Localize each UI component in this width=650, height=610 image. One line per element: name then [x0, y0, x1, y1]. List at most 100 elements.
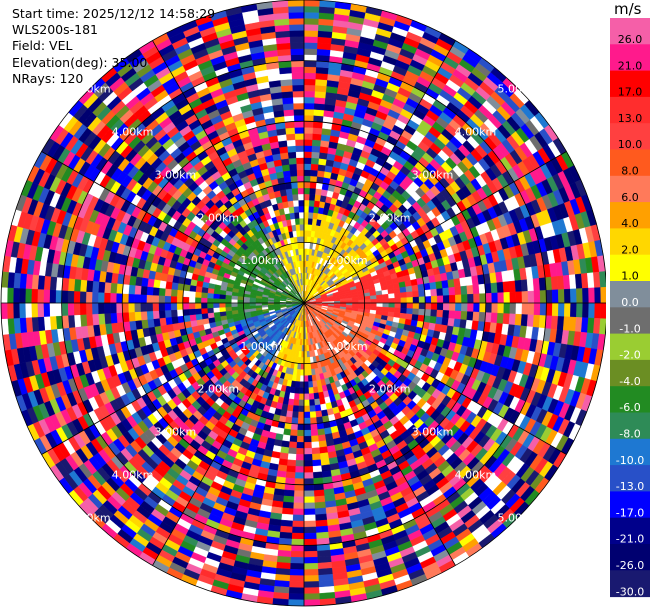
velocity-gate	[308, 399, 315, 407]
velocity-gate	[295, 454, 305, 461]
velocity-gate	[249, 302, 256, 307]
velocity-gate	[225, 302, 232, 308]
velocity-gate	[526, 314, 535, 328]
velocity-gate	[79, 279, 88, 292]
velocity-gate	[406, 308, 414, 315]
velocity-gate	[152, 310, 160, 320]
velocity-gate	[303, 538, 317, 546]
velocity-gate	[454, 286, 462, 296]
velocity-gate	[570, 288, 577, 304]
velocity-gate	[303, 205, 310, 213]
velocity-gate	[303, 236, 308, 243]
velocity-gate	[279, 525, 293, 534]
velocity-gate	[31, 288, 38, 304]
velocity-gate	[85, 279, 94, 293]
velocity-gate	[303, 387, 309, 395]
velocity-gate	[491, 292, 499, 304]
velocity-gate	[502, 313, 510, 325]
velocity-gate	[308, 387, 314, 394]
velocity-gate	[288, 581, 305, 589]
velocity-gate	[280, 513, 294, 522]
velocity-gate	[502, 281, 510, 293]
velocity-gate	[288, 441, 297, 449]
velocity-gate	[212, 302, 220, 308]
velocity-gate	[370, 298, 377, 304]
velocity-gate	[303, 242, 308, 249]
velocity-gate	[424, 289, 432, 297]
velocity-gate	[412, 308, 420, 316]
velocity-gate	[287, 447, 297, 455]
velocity-gate	[467, 302, 474, 313]
velocity-gate	[67, 314, 76, 328]
velocity-gate	[570, 302, 577, 318]
velocity-gate	[399, 286, 407, 294]
velocity-gate	[97, 292, 105, 304]
velocity-gate	[282, 501, 294, 509]
velocity-gate	[317, 428, 326, 436]
velocity-gate	[176, 309, 184, 317]
velocity-gate	[289, 429, 298, 437]
velocity-gate	[292, 520, 305, 528]
velocity-gate	[85, 313, 94, 327]
velocity-gate	[293, 484, 305, 492]
velocity-gate	[479, 302, 487, 313]
velocity-gate	[303, 224, 309, 231]
velocity-gate	[79, 291, 87, 304]
velocity-gate	[289, 435, 298, 443]
velocity-gate	[303, 429, 312, 437]
velocity-gate	[315, 525, 329, 534]
velocity-gate	[308, 393, 315, 401]
velocity-gate	[303, 181, 311, 189]
velocity-gate	[314, 97, 326, 105]
velocity-gate	[303, 575, 319, 582]
velocity-gate	[295, 448, 305, 455]
velocity-gate	[387, 288, 395, 295]
velocity-gate	[303, 363, 308, 370]
velocity-gate	[370, 295, 377, 300]
velocity-gate	[582, 287, 590, 304]
velocity-gate	[298, 393, 305, 401]
velocity-gate	[200, 292, 208, 299]
velocity-gate	[280, 519, 293, 528]
velocity-gate	[509, 302, 517, 315]
velocity-gate	[411, 284, 419, 292]
velocity-gate	[0, 302, 8, 320]
velocity-gate	[466, 311, 474, 321]
velocity-gate	[164, 302, 172, 311]
velocity-gate	[303, 490, 315, 498]
velocity-gate	[311, 145, 321, 153]
velocity-gate	[12, 302, 20, 319]
velocity-gate	[310, 175, 318, 183]
velocity-gate	[303, 108, 315, 116]
velocity-gate	[309, 405, 316, 413]
velocity-gate	[400, 297, 408, 304]
velocity-gate	[430, 295, 438, 304]
velocity-gate	[140, 311, 148, 321]
velocity-gate	[303, 139, 313, 146]
velocity-gate	[79, 314, 88, 327]
velocity-gate	[170, 302, 178, 311]
velocity-gate	[314, 501, 326, 509]
velocity-gate	[303, 502, 315, 510]
velocity-gate	[430, 302, 438, 311]
velocity-gate	[6, 302, 14, 319]
velocity-gate	[600, 286, 606, 304]
velocity-gate	[294, 387, 300, 394]
velocity-gate	[303, 96, 315, 104]
velocity-gate	[213, 293, 220, 299]
velocity-gate	[188, 308, 196, 316]
velocity-gate	[225, 298, 232, 304]
velocity-gate	[164, 295, 172, 304]
velocity-gate	[121, 302, 129, 313]
velocity-gate	[170, 288, 178, 297]
velocity-gate	[303, 211, 309, 219]
velocity-gate	[441, 280, 449, 289]
velocity-gate	[219, 306, 226, 313]
velocity-gate	[110, 312, 118, 324]
velocity-gate	[303, 66, 317, 74]
velocity-gate	[588, 302, 596, 319]
velocity-gate	[303, 441, 312, 449]
velocity-gate	[290, 550, 305, 558]
velocity-gate	[539, 290, 547, 304]
velocity-gate	[312, 477, 324, 485]
